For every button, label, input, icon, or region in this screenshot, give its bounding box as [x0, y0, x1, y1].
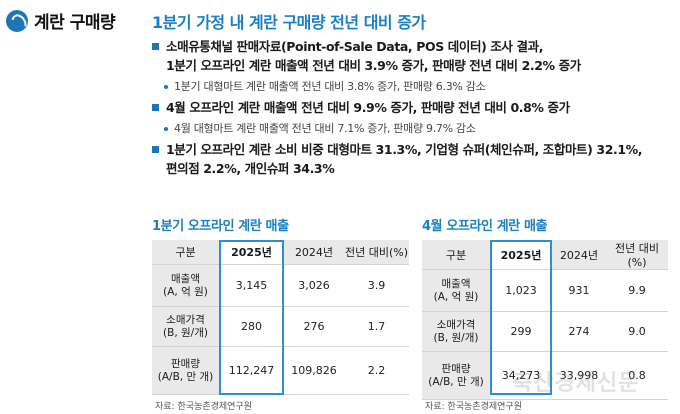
cell: 3.9: [344, 264, 409, 307]
logo-icon: [6, 9, 28, 32]
cell: 0.8: [606, 351, 668, 400]
bullet-main: 1분기 오프라인 계란 소비 비중 대형마트 31.3%, 기업형 슈퍼(체인슈…: [148, 140, 673, 178]
column-header: 2024년: [552, 240, 606, 270]
table-row: 매출액 (A, 억 원) 3,145 3,026 3.9: [152, 264, 409, 307]
section-title: 계란 구매량: [6, 8, 116, 33]
source-note: 자료: 한국농촌경제연구원: [155, 402, 252, 412]
row-label-unit: (A/B, 만 개): [157, 370, 214, 383]
cell: 9.9: [606, 269, 668, 312]
square-bullet-icon: [152, 146, 159, 153]
cell: 299: [490, 311, 552, 352]
table-row: 소매가격 (B, 원/개) 299 274 9.0: [422, 311, 668, 352]
bullet-main: 소매유통채널 판매자료(Point-of-Sale Data, POS 데이터)…: [148, 37, 673, 75]
row-label-main: 소매가격: [166, 313, 205, 326]
column-header: 전년 대비(%): [606, 240, 668, 270]
column-header: 전년 대비(%): [344, 240, 409, 265]
square-bullet-icon: [152, 43, 159, 50]
square-bullet-icon: [152, 104, 159, 111]
row-label: 판매량 (A/B, 만 개): [422, 351, 490, 400]
cell: 1,023: [490, 269, 552, 312]
row-label-unit: (A, 억 원): [163, 285, 208, 298]
table-title-q1: 1분기 오프라인 계란 매출: [152, 219, 289, 234]
bullet-sub: 1분기 대형마트 계란 매출액 전년 대비 3.8% 증가, 판매량 6.3% …: [148, 78, 673, 95]
cell: 34,273: [490, 351, 552, 400]
cell: 112,247: [219, 346, 284, 395]
bullet-sub: 4월 대형마트 계란 매출액 전년 대비 7.1% 증가, 판매량 9.7% 감…: [148, 120, 673, 137]
dot-bullet-icon: [164, 127, 168, 131]
table-april-sales: 구분 2025년 2024년 전년 대비(%) 매출액 (A, 억 원) 1,02…: [422, 240, 668, 400]
column-header: 2025년: [490, 240, 552, 270]
bullet-line: 1분기 오프라인 계란 소비 비중 대형마트 31.3%, 기업형 슈퍼(체인슈…: [166, 142, 643, 157]
row-label-main: 판매량: [441, 362, 471, 375]
row-label-unit: (A/B, 만 개): [428, 375, 484, 388]
page-headline: 1분기 가정 내 계란 구매량 전년 대비 증가: [152, 13, 426, 32]
cell: 33,998: [552, 351, 606, 400]
row-label: 매출액 (A, 억 원): [152, 264, 219, 307]
row-label-main: 소매가격: [436, 318, 476, 331]
row-label-main: 매출액: [171, 272, 200, 285]
cell: 109,826: [284, 346, 344, 395]
table-row: 소매가격 (B, 원/개) 280 276 1.7: [152, 306, 409, 347]
dot-bullet-icon: [164, 85, 168, 89]
cell: 280: [219, 306, 284, 347]
table-row: 판매량 (A/B, 만 개) 112,247 109,826 2.2: [152, 346, 409, 395]
column-header: 2025년: [219, 240, 284, 265]
table-title-april: 4월 오프라인 계란 매출: [422, 219, 548, 234]
row-label-unit: (B, 원/개): [163, 326, 208, 339]
row-label: 소매가격 (B, 원/개): [422, 311, 490, 352]
bullet-main: 4월 오프라인 계란 매출액 전년 대비 9.9% 증가, 판매량 전년 대비 …: [148, 98, 673, 117]
row-label: 판매량 (A/B, 만 개): [152, 346, 219, 395]
row-label: 소매가격 (B, 원/개): [152, 306, 219, 347]
column-header: 2024년: [284, 240, 344, 265]
cell: 1.7: [344, 306, 409, 347]
row-label-unit: (B, 원/개): [433, 331, 479, 344]
row-label-unit: (A, 억 원): [433, 290, 479, 303]
cell: 3,026: [284, 264, 344, 307]
row-label-main: 매출액: [441, 277, 471, 290]
table-row: 판매량 (A/B, 만 개) 34,273 33,998 0.8: [422, 351, 668, 400]
bullet-list: 소매유통채널 판매자료(Point-of-Sale Data, POS 데이터)…: [148, 37, 673, 181]
table-row: 매출액 (A, 억 원) 1,023 931 9.9: [422, 269, 668, 312]
watermark: 축산경제신문: [512, 371, 640, 396]
row-label: 매출액 (A, 억 원): [422, 269, 490, 312]
table-header-row: 구분 2025년 2024년 전년 대비(%): [152, 240, 409, 265]
table-q1-sales: 구분 2025년 2024년 전년 대비(%) 매출액 (A, 억 원) 3,14…: [152, 240, 409, 395]
cell: 931: [552, 269, 606, 312]
column-header: 구분: [422, 240, 490, 270]
bullet-line: 4월 오프라인 계란 매출액 전년 대비 9.9% 증가, 판매량 전년 대비 …: [166, 100, 570, 115]
bullet-line: 1분기 오프라인 계란 매출액 전년 대비 3.9% 증가, 판매량 전년 대비…: [166, 58, 581, 73]
cell: 9.0: [606, 311, 668, 352]
source-note: 자료: 한국농촌경제연구원: [425, 402, 522, 412]
bullet-line: 1분기 대형마트 계란 매출액 전년 대비 3.8% 증가, 판매량 6.3% …: [174, 80, 486, 93]
bullet-line: 편의점 2.2%, 개인슈퍼 34.3%: [166, 161, 335, 176]
cell: 276: [284, 306, 344, 347]
section-name: 계란 구매량: [34, 13, 116, 33]
row-label-main: 판매량: [171, 357, 200, 370]
bullet-line: 소매유통채널 판매자료(Point-of-Sale Data, POS 데이터)…: [166, 39, 544, 54]
table-header-row: 구분 2025년 2024년 전년 대비(%): [422, 240, 668, 270]
cell: 274: [552, 311, 606, 352]
cell: 3,145: [219, 264, 284, 307]
bullet-line: 4월 대형마트 계란 매출액 전년 대비 7.1% 증가, 판매량 9.7% 감…: [174, 122, 476, 135]
cell: 2.2: [344, 346, 409, 395]
column-header: 구분: [152, 240, 219, 265]
